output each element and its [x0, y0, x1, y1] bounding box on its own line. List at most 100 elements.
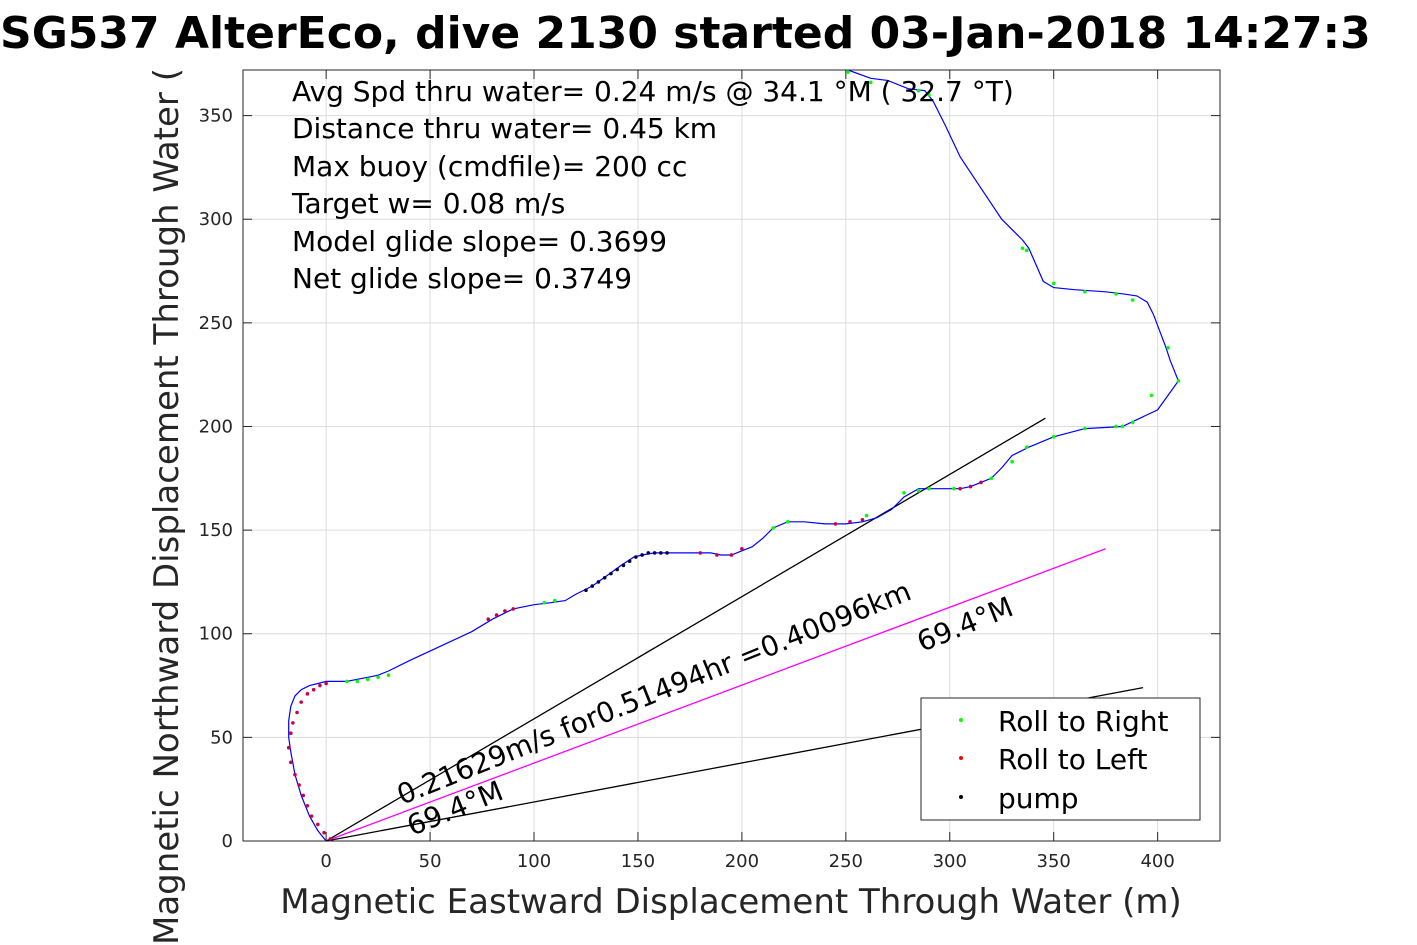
ticks: 0 50 100 150 200 250 300 350 400 0 50 100 150 200 250 3…: [199, 70, 1220, 872]
x-tick-label: 0: [320, 851, 331, 872]
roll-right-point: [345, 679, 349, 684]
chart-title: SG537 AlterEco, dive 2130 started 03-Jan…: [0, 8, 1371, 59]
x-tick-label: 300: [933, 851, 967, 872]
roll-right-point: [355, 679, 360, 684]
annotation-net-glide: Net glide slope= 0.3749: [292, 262, 632, 295]
pump-point: [652, 551, 657, 555]
roll-left-point: [286, 745, 291, 750]
roll-right-point: [1083, 426, 1087, 431]
pump-point: [596, 580, 601, 584]
roll-left-point: [318, 683, 322, 688]
roll-right-point: [1166, 345, 1170, 350]
pump-point: [621, 563, 626, 568]
roll-left-point: [494, 613, 499, 617]
pump-point: [615, 567, 619, 572]
roll-right-point: [1024, 248, 1029, 253]
roll-left-point: [324, 681, 328, 686]
pump-point: [665, 551, 669, 555]
roll-left-point: [486, 617, 491, 622]
roll-right-point: [771, 526, 775, 530]
y-tick-label: 200: [199, 416, 233, 437]
roll-right-point: [927, 486, 931, 491]
annotation-max-buoy: Max buoy (cmdfile)= 200 cc: [292, 150, 687, 183]
roll-right-point: [1149, 393, 1154, 398]
x-tick-label: 350: [1037, 851, 1071, 872]
roll-left-point: [503, 609, 507, 613]
roll-right-point: [916, 88, 921, 93]
y-tick-label: 50: [210, 727, 233, 748]
roll-right-point: [1010, 459, 1014, 464]
pump-point: [640, 553, 644, 557]
legend-box: [920, 697, 1201, 821]
roll-left-point: [316, 822, 320, 827]
track: [288, 69, 1180, 842]
roll-right-point: [868, 80, 873, 85]
roll-left-point: [322, 830, 326, 835]
roll-right-point: [785, 520, 790, 524]
y-axis-label: Magnetic Northward Displacement Through …: [147, 68, 187, 945]
roll-left-point: [715, 553, 719, 557]
roll-left-point: [311, 687, 316, 692]
pump-point: [627, 559, 632, 564]
roll-right-point: [365, 677, 370, 682]
track-line: [288, 69, 1180, 842]
roll-right-point: [927, 93, 931, 97]
roll-left-point: [291, 721, 295, 725]
roll-right-point: [1051, 435, 1056, 439]
roll-left-point: [305, 692, 310, 696]
roll-right-point: [1120, 424, 1125, 429]
roll-right-point: [542, 600, 547, 605]
y-tick-label: 350: [199, 106, 233, 127]
pump-point: [590, 584, 595, 588]
y-tick-label: 150: [199, 520, 233, 541]
y-tick-label: 100: [199, 624, 233, 645]
x-tick-label: 400: [1140, 851, 1174, 872]
x-tick-label: 100: [517, 851, 551, 872]
legend-marker-roll-left: [959, 756, 963, 760]
annotation-model-glide: Model glide slope= 0.3699: [292, 225, 667, 258]
x-tick-label: 200: [725, 851, 759, 872]
x-axis-label: Magnetic Eastward Displacement Through W…: [280, 882, 1182, 922]
x-tick-label: 250: [829, 851, 863, 872]
roll-left-point: [729, 553, 734, 557]
roll-right-point: [864, 513, 869, 518]
roll-right-point: [916, 488, 921, 493]
legend-label-roll-right: Roll to Right: [998, 705, 1169, 738]
axes-box: [242, 69, 1221, 842]
roll-right-point: [1051, 281, 1056, 286]
x-tick-label: 50: [419, 851, 442, 872]
x-tick-label: 150: [621, 851, 655, 872]
roll-left-point: [297, 783, 301, 787]
legend-marker-roll-right: [959, 718, 963, 722]
roll-left-point: [301, 793, 306, 798]
roll-right-point: [1130, 420, 1135, 425]
y-tick-label: 300: [199, 209, 233, 230]
annotation-distance: Distance thru water= 0.45 km: [292, 112, 717, 145]
annotation-block: Avg Spd thru water= 0.24 m/s @ 34.1 °M (…: [291, 75, 1014, 295]
markers: [286, 70, 1181, 841]
annotation-target-w: Target w= 0.08 m/s: [291, 187, 565, 220]
roll-right-point: [1114, 292, 1118, 296]
pump-point: [634, 555, 638, 559]
roll-left-point: [833, 522, 838, 526]
pump-point: [659, 551, 663, 555]
roll-left-point: [289, 760, 293, 765]
roll-left-point: [968, 484, 973, 489]
roll-right-point: [553, 598, 557, 603]
roll-right-point: [1083, 289, 1087, 294]
roll-right-point: [1176, 379, 1181, 383]
roll-right-point: [1020, 246, 1025, 251]
roll-right-point: [989, 476, 994, 481]
roll-left-point: [848, 520, 852, 524]
roll-left-point: [299, 700, 304, 704]
roll-left-point: [511, 607, 516, 611]
roll-left-point: [309, 814, 314, 818]
reference-line-heading: [325, 548, 1106, 842]
legend-marker-pump: [959, 795, 963, 799]
roll-left-point: [328, 837, 333, 841]
legend: Roll to Right Roll to Left pump: [920, 697, 1201, 821]
y-tick-label: 0: [222, 831, 233, 852]
roll-left-point: [740, 546, 744, 551]
roll-right-point: [386, 673, 391, 677]
